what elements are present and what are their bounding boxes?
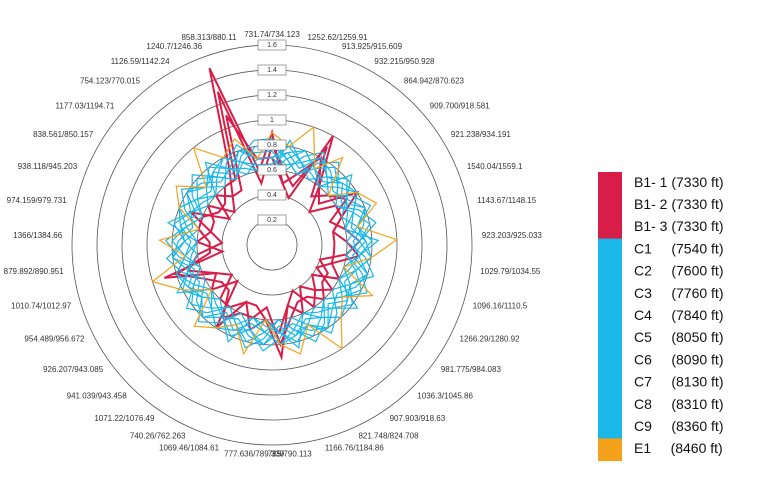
category-label: 1240.7/1246.36 xyxy=(146,42,202,51)
r-tick-label: 1 xyxy=(270,117,274,124)
category-label: 1143.67/1148.15 xyxy=(477,196,536,205)
legend-swatch xyxy=(598,260,622,284)
legend-swatch xyxy=(598,394,622,417)
category-label: 1166.76/1184.86 xyxy=(325,443,384,452)
series-line xyxy=(175,150,372,346)
r-tick-label: 0.8 xyxy=(267,142,277,149)
legend-label: C5 (8050 ft) xyxy=(634,329,723,345)
legend-label: C7 (8130 ft) xyxy=(634,374,723,390)
r-tick-label: 1.2 xyxy=(267,92,277,99)
legend-swatch xyxy=(598,438,622,462)
r-tick-label: 1.4 xyxy=(267,67,277,74)
legend-swatch xyxy=(598,216,622,240)
category-label: 1069.46/1084.61 xyxy=(159,443,220,452)
series-line xyxy=(172,150,369,346)
series-line xyxy=(166,139,380,349)
legend-label: C1 (7540 ft) xyxy=(634,240,723,256)
series-line xyxy=(151,125,399,356)
legend-swatch xyxy=(598,416,622,439)
legend-swatch xyxy=(598,194,622,217)
category-label: 821.748/824.708 xyxy=(358,431,419,440)
series-line xyxy=(171,149,369,346)
category-label: 932.215/950.928 xyxy=(374,57,435,66)
category-label: 1266.29/1280.92 xyxy=(460,335,521,344)
category-label: 1036.3/1045.86 xyxy=(417,392,473,401)
tick-box xyxy=(257,214,287,226)
tick-box xyxy=(257,114,287,126)
tick-box xyxy=(257,139,287,151)
r-tick-label: 1.6 xyxy=(267,42,277,49)
legend-label: B1- 1 (7330 ft) xyxy=(634,174,724,190)
category-label: 1071.22/1076.49 xyxy=(94,414,155,423)
legend-swatch xyxy=(598,371,622,395)
legend-label: C2 (7600 ft) xyxy=(634,263,723,279)
legend-swatch xyxy=(598,238,622,262)
legend-label: C3 (7760 ft) xyxy=(634,285,723,301)
category-label: 938.118/945.203 xyxy=(18,162,78,171)
legend-label: C8 (8310 ft) xyxy=(634,396,723,412)
category-label: 909.700/918.581 xyxy=(430,101,491,110)
legend-label: C9 (8360 ft) xyxy=(634,418,723,434)
category-label: 1540.04/1559.1 xyxy=(467,162,523,171)
series-line xyxy=(173,145,373,343)
category-label: 907.903/918.63 xyxy=(390,414,446,423)
series-line xyxy=(165,143,375,352)
r-tick-label: 0.4 xyxy=(267,192,277,199)
category-label: 913.925/915.609 xyxy=(342,42,403,51)
legend-swatch xyxy=(598,283,622,306)
category-label: 858.313/880.11 xyxy=(181,33,237,42)
tick-box xyxy=(257,39,287,51)
legend-label: E1 (8460 ft) xyxy=(634,440,723,456)
r-tick-label: 0.2 xyxy=(267,217,277,224)
legend-swatch xyxy=(598,172,622,195)
legend-label: C6 (8090 ft) xyxy=(634,351,723,367)
legend-label: B1- 2 (7330 ft) xyxy=(634,196,724,212)
category-label: 923.203/925.033 xyxy=(482,231,543,240)
category-label: 785/790.113 xyxy=(268,449,312,458)
tick-box xyxy=(257,64,287,76)
category-label: 921.238/934.191 xyxy=(451,130,512,139)
category-label: 879.892/890.951 xyxy=(4,267,65,276)
r-tick-label: 0.6 xyxy=(267,167,277,174)
category-label: 981.775/984.083 xyxy=(441,365,502,374)
category-label: 1096.16/1110.5 xyxy=(473,302,528,311)
tick-box xyxy=(257,164,287,176)
category-label: 926.207/943.085 xyxy=(43,365,104,374)
category-label: 954.489/956.672 xyxy=(24,335,85,344)
category-label: 1010.74/1012.97 xyxy=(11,302,72,311)
grid-ring xyxy=(221,194,323,296)
category-label: 1126.59/1142.24 xyxy=(111,57,170,66)
category-label: 1029.79/1034.55 xyxy=(480,267,541,276)
category-label: 838.561/850.157 xyxy=(33,130,94,139)
legend-swatch xyxy=(598,327,622,351)
category-label: 974.159/979.731 xyxy=(7,196,68,205)
legend-swatch xyxy=(598,305,622,328)
grid-ring xyxy=(71,44,473,446)
category-label: 754.123/770.015 xyxy=(80,77,141,86)
category-label: 740.26/762.263 xyxy=(130,431,186,440)
category-label: 731.74/734.123 xyxy=(244,30,300,39)
category-label: 864.942/870.623 xyxy=(404,77,465,86)
tick-box xyxy=(257,89,287,101)
tick-box xyxy=(257,189,287,201)
category-label: 777.636/789.339 xyxy=(224,449,285,458)
grid-ring xyxy=(246,219,298,271)
legend-swatch xyxy=(598,349,622,373)
category-label: 1366/1384.66 xyxy=(13,231,62,240)
category-label: 1177.03/1194.71 xyxy=(55,101,114,110)
legend-label: C4 (7840 ft) xyxy=(634,307,723,323)
legend-label: B1- 3 (7330 ft) xyxy=(634,218,724,234)
category-label: 941.039/943.458 xyxy=(67,392,128,401)
category-label: 1252.62/1259.91 xyxy=(307,33,368,42)
